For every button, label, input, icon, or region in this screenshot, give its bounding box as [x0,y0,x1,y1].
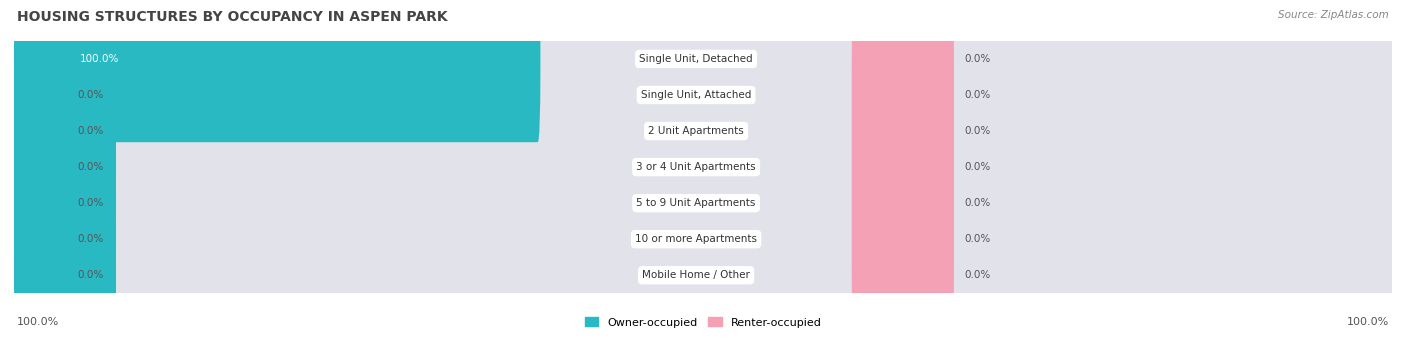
Text: 0.0%: 0.0% [77,126,104,136]
FancyBboxPatch shape [14,0,540,142]
Bar [14,185,1392,221]
Text: 10 or more Apartments: 10 or more Apartments [636,234,756,244]
Text: 0.0%: 0.0% [77,198,104,208]
Text: 100.0%: 100.0% [1347,317,1389,327]
Text: Source: ZipAtlas.com: Source: ZipAtlas.com [1278,10,1389,20]
Text: 0.0%: 0.0% [965,126,991,136]
FancyBboxPatch shape [14,0,1392,142]
FancyBboxPatch shape [14,120,117,286]
FancyBboxPatch shape [14,84,117,250]
FancyBboxPatch shape [14,192,117,341]
FancyBboxPatch shape [14,120,1392,286]
FancyBboxPatch shape [852,192,953,341]
Text: Mobile Home / Other: Mobile Home / Other [643,270,749,280]
FancyBboxPatch shape [852,12,953,178]
FancyBboxPatch shape [852,120,953,286]
Text: 100.0%: 100.0% [79,54,118,64]
FancyBboxPatch shape [852,48,953,214]
Text: 0.0%: 0.0% [77,90,104,100]
Bar [14,113,1392,149]
Text: 0.0%: 0.0% [965,234,991,244]
Text: 0.0%: 0.0% [965,162,991,172]
FancyBboxPatch shape [852,156,953,323]
Bar [14,77,1392,113]
FancyBboxPatch shape [14,48,117,214]
Bar [14,257,1392,293]
Text: 0.0%: 0.0% [965,90,991,100]
Text: 0.0%: 0.0% [77,270,104,280]
Text: 0.0%: 0.0% [965,270,991,280]
FancyBboxPatch shape [852,0,953,142]
FancyBboxPatch shape [14,156,117,323]
Text: 3 or 4 Unit Apartments: 3 or 4 Unit Apartments [637,162,756,172]
Text: 100.0%: 100.0% [17,317,59,327]
Text: 5 to 9 Unit Apartments: 5 to 9 Unit Apartments [637,198,756,208]
Text: 0.0%: 0.0% [965,198,991,208]
FancyBboxPatch shape [14,12,1392,178]
FancyBboxPatch shape [14,156,1392,323]
Text: 2 Unit Apartments: 2 Unit Apartments [648,126,744,136]
Text: 0.0%: 0.0% [77,162,104,172]
FancyBboxPatch shape [14,192,1392,341]
FancyBboxPatch shape [14,84,1392,250]
FancyBboxPatch shape [14,12,117,178]
Text: Single Unit, Attached: Single Unit, Attached [641,90,751,100]
FancyBboxPatch shape [852,84,953,250]
Bar [14,41,1392,77]
Bar [14,221,1392,257]
Text: 0.0%: 0.0% [77,234,104,244]
Text: 0.0%: 0.0% [965,54,991,64]
Legend: Owner-occupied, Renter-occupied: Owner-occupied, Renter-occupied [581,313,825,332]
Text: HOUSING STRUCTURES BY OCCUPANCY IN ASPEN PARK: HOUSING STRUCTURES BY OCCUPANCY IN ASPEN… [17,10,447,24]
Text: Single Unit, Detached: Single Unit, Detached [640,54,754,64]
FancyBboxPatch shape [14,48,1392,214]
Bar [14,149,1392,185]
